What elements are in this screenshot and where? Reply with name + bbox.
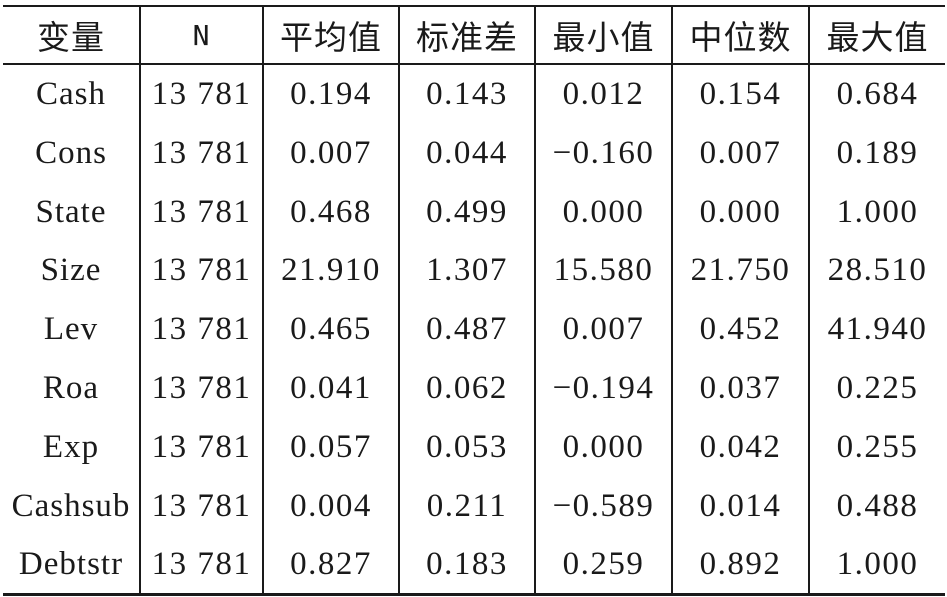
header-std: 标准差 [398,6,535,64]
table-body: Cash 13 781 0.194 0.143 0.012 0.154 0.684 Cons 1… [3,64,945,595]
cell-variable: Lev [43,311,99,348]
table-row: Size 13 781 21.910 1.307 15.580 21.750 28.510 [3,241,945,301]
cell-variable: Cashsub [11,487,131,524]
cell-variable: Cons [35,134,107,171]
cell-n: 13 781 [139,476,263,536]
cell-n: 13 781 [139,64,263,124]
cell-median: 0.892 [671,535,809,595]
cell-mean: 0.827 [262,535,399,595]
cell-mean: 0.194 [262,64,399,124]
cell-min: −0.589 [534,476,672,536]
cell-max: 0.255 [808,417,945,477]
cell-max: 1.000 [808,182,945,242]
cell-std: 1.307 [398,241,535,301]
cell-median: 0.000 [671,182,809,242]
table-row: Cashsub 13 781 0.004 0.211 −0.589 0.014 0.488 [3,476,945,536]
cell-max: 0.189 [808,124,945,183]
cell-max: 0.684 [808,64,945,124]
header-median: 中位数 [671,6,809,64]
cell-median: 0.154 [671,64,809,124]
cell-min: 15.580 [534,241,672,301]
cell-n: 13 781 [139,359,263,418]
cell-max: 0.488 [808,476,945,536]
cell-variable: Roa [42,370,100,407]
cell-mean: 0.004 [262,476,399,536]
cell-median: 0.037 [671,359,809,418]
cell-mean: 0.007 [262,124,399,183]
table-row: Roa 13 781 0.041 0.062 −0.194 0.037 0.225 [3,359,945,418]
cell-median: 0.042 [671,417,809,477]
table-row: Cons 13 781 0.007 0.044 −0.160 0.007 0.189 [3,124,945,183]
cell-median: 21.750 [671,241,809,301]
table-row: State 13 781 0.468 0.499 0.000 0.000 1.000 [3,182,945,242]
cell-max: 41.940 [808,300,945,360]
cell-variable: Size [40,252,102,289]
cell-median: 0.014 [671,476,809,536]
cell-min: 0.012 [534,64,672,124]
cell-n: 13 781 [139,535,263,595]
header-max: 最大值 [808,6,945,64]
cell-n: 13 781 [139,300,263,360]
cell-min: −0.194 [534,359,672,418]
header-mean: 平均值 [262,6,399,64]
cell-std: 0.053 [398,417,535,477]
cell-variable: Debtstr [18,545,124,582]
cell-std: 0.044 [398,124,535,183]
cell-std: 0.062 [398,359,535,418]
cell-n: 13 781 [139,417,263,477]
header-n: N [139,6,263,64]
cell-std: 0.499 [398,182,535,242]
cell-min: 0.000 [534,417,672,477]
cell-median: 0.452 [671,300,809,360]
table-header: 变量 N 平均值 标准差 最小值 中位数 最大值 [3,6,945,64]
descriptive-statistics-table: 变量 N 平均值 标准差 最小值 中位数 最大值 Cash 13 781 0.194… [3,5,945,596]
cell-std: 0.143 [398,64,535,124]
cell-max: 28.510 [808,241,945,301]
cell-mean: 0.057 [262,417,399,477]
table-row: Debtstr 13 781 0.827 0.183 0.259 0.892 1.000 [3,535,945,595]
cell-variable: Cash [36,76,106,112]
cell-max: 1.000 [808,535,945,595]
cell-mean: 0.041 [262,359,399,418]
cell-min: 0.000 [534,182,672,242]
cell-variable: State [35,193,107,230]
cell-std: 0.487 [398,300,535,360]
cell-min: −0.160 [534,124,672,183]
header-min: 最小值 [534,6,672,64]
cell-min: 0.259 [534,535,672,595]
table-row: Exp 13 781 0.057 0.053 0.000 0.042 0.255 [3,417,945,477]
cell-variable: Exp [42,428,100,465]
cell-n: 13 781 [139,124,263,183]
header-row: 变量 N 平均值 标准差 最小值 中位数 最大值 [3,6,945,64]
cell-max: 0.225 [808,359,945,418]
cell-mean: 0.468 [262,182,399,242]
cell-std: 0.211 [398,476,535,536]
cell-n: 13 781 [139,182,263,242]
header-variable: 变量 [37,18,105,57]
cell-mean: 0.465 [262,300,399,360]
table-row: Lev 13 781 0.465 0.487 0.007 0.452 41.940 [3,300,945,360]
cell-mean: 21.910 [262,241,399,301]
cell-n: 13 781 [139,241,263,301]
table-row: Cash 13 781 0.194 0.143 0.012 0.154 0.684 [3,64,945,124]
cell-std: 0.183 [398,535,535,595]
cell-min: 0.007 [534,300,672,360]
cell-median: 0.007 [671,124,809,183]
